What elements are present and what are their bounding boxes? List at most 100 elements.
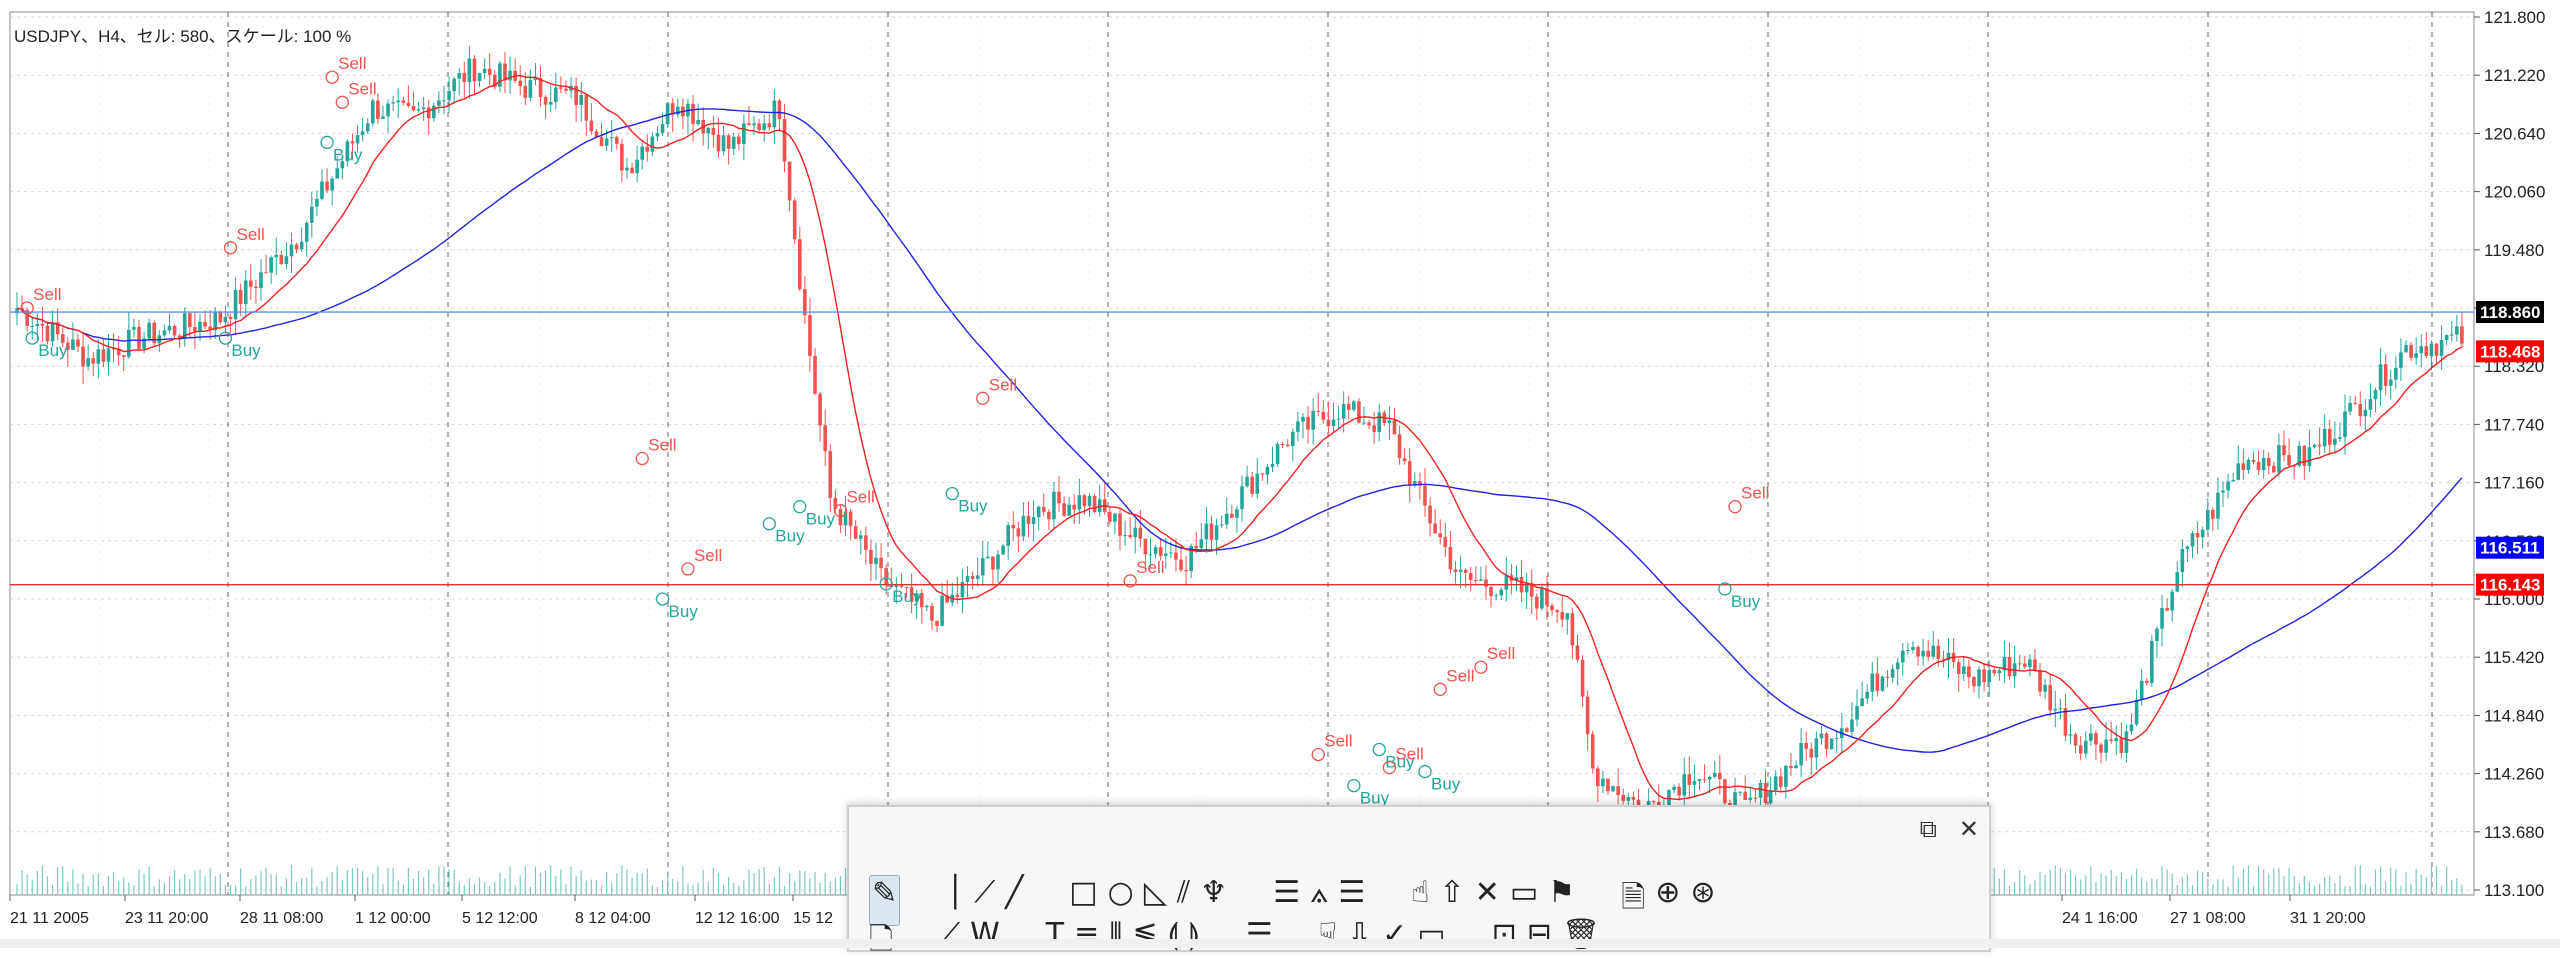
candle-body: [991, 556, 995, 570]
toolbar-tool-icon[interactable]: ⟭: [1188, 917, 1200, 952]
candle-body: [147, 322, 151, 339]
toolbar-tool-icon[interactable]: ♆: [1200, 875, 1228, 910]
toolbar-tool-icon[interactable]: 🗎: [1621, 880, 1646, 915]
candle-body: [1850, 719, 1854, 732]
dock-icon[interactable]: ⧉: [1919, 815, 1937, 843]
toolbar-tool-icon[interactable]: ⫽: [1176, 875, 1191, 910]
toolbar-tool-icon[interactable]: ⟑: [1310, 875, 1329, 910]
candle-body: [310, 206, 314, 223]
chart-canvas[interactable]: 121.800121.220120.640120.060119.480118.9…: [0, 0, 2560, 948]
candle-body: [2058, 708, 2063, 710]
candle-body: [1260, 473, 1265, 475]
candle-body: [843, 511, 848, 526]
candle-body: [1082, 495, 1087, 507]
candle-body: [1428, 505, 1432, 524]
candle-body: [1931, 645, 1936, 657]
toolbar-tool-icon[interactable]: ⊛: [1690, 875, 1716, 910]
candle-body: [1596, 768, 1600, 787]
candle-body: [2099, 744, 2103, 753]
candle-body: [81, 346, 85, 367]
signal-label: Buy: [892, 587, 922, 606]
candle-body: [2348, 403, 2352, 412]
candle-body: [1077, 495, 1082, 510]
candle-body: [320, 181, 324, 199]
toolbar-controls: ⧉ ✕: [1920, 815, 1979, 843]
signal-label: Sell: [1324, 732, 1352, 751]
candle-body: [2241, 463, 2246, 470]
chart-area[interactable]: 121.800121.220120.640120.060119.480118.9…: [0, 0, 2560, 948]
x-tick-label: 28 11 08:00: [240, 910, 323, 927]
candle-body: [2048, 684, 2052, 711]
indicator-label: 116.511: [2480, 539, 2540, 558]
candle-body: [1453, 569, 1458, 572]
candle-body: [203, 321, 207, 327]
toolbar-tool-icon[interactable]: ☰: [1338, 875, 1366, 910]
signal-marker: [879, 577, 893, 591]
candle-body: [416, 109, 421, 111]
candle-body: [1895, 662, 1900, 670]
toolbar-tool-icon[interactable]: ☰: [1273, 875, 1301, 910]
candle-body: [1906, 650, 1910, 652]
toolbar-tool-icon[interactable]: ⊕: [1655, 875, 1681, 910]
candle-body: [106, 348, 111, 362]
toolbar-tool-icon[interactable]: ⚑: [1548, 875, 1576, 910]
candle-body: [574, 85, 578, 105]
toolbar-tool-icon[interactable]: ✎: [869, 875, 901, 926]
candle-body: [1016, 528, 1021, 537]
candle-body: [1189, 546, 1193, 572]
candle-body: [2358, 404, 2363, 417]
candle-body: [1611, 786, 1615, 792]
candle-body: [2444, 335, 2449, 340]
candle-body: [914, 593, 919, 602]
candle-body: [935, 620, 939, 626]
toolbar-tool-icon[interactable]: □: [1069, 875, 1098, 910]
candle-body: [35, 323, 40, 326]
candle-body: [360, 131, 365, 136]
signal-label: Buy: [1385, 753, 1415, 772]
candle-body: [218, 311, 223, 323]
toolbar-tool-icon[interactable]: ⇧: [1439, 875, 1465, 910]
candle-body: [2139, 680, 2144, 700]
candle-body: [2312, 444, 2317, 448]
toolbar-tool-icon[interactable]: ☝: [1411, 875, 1430, 910]
candle-body: [828, 451, 833, 498]
candle-body: [1270, 464, 1275, 467]
candle-body: [864, 535, 868, 550]
toolbar-tool-icon[interactable]: │: [946, 875, 965, 910]
toolbar-tool-icon[interactable]: ⟬: [1167, 917, 1179, 952]
candle-body: [645, 146, 650, 152]
candle-body: [1753, 797, 1758, 799]
signal-label: Sell: [989, 375, 1017, 394]
candle-body: [1575, 645, 1580, 660]
toolbar-tool-icon[interactable]: ╱: [1005, 875, 1024, 910]
candle-body: [1153, 547, 1158, 555]
drawing-toolbar[interactable]: ⧉ ✕ ✎│⟋╱□○◺⫽♆☰⟑☰☝⇧✕▭⚑🗎⊕⊛ 🗋⟋WT≡⦀≶⟬⟭☰☟⇩✓▭⊡…: [847, 805, 1991, 957]
signal-marker: [1347, 778, 1361, 793]
candle-body: [1529, 582, 1534, 597]
close-icon[interactable]: ✕: [1958, 815, 1979, 843]
candle-body: [2083, 740, 2088, 754]
candle-body: [91, 358, 96, 364]
x-tick-label: 23 11 20:00: [125, 910, 208, 927]
signal-marker: [25, 331, 39, 345]
candle-body: [869, 549, 873, 565]
candle-body: [1301, 416, 1305, 422]
toolbar-tool-icon[interactable]: ◺: [1143, 875, 1167, 910]
candle-body: [1570, 613, 1575, 646]
toolbar-tool-icon[interactable]: ⟋: [974, 875, 996, 910]
candle-body: [1865, 691, 1870, 699]
candle-body: [86, 358, 90, 367]
candle-body: [1956, 662, 1961, 675]
candle-body: [1900, 650, 1905, 663]
toolbar-tool-icon[interactable]: ✕: [1474, 875, 1500, 910]
candle-body: [1621, 795, 1626, 801]
toolbar-tool-icon[interactable]: ○: [1107, 875, 1134, 910]
candle-body: [1331, 419, 1336, 426]
candle-body: [1194, 546, 1199, 549]
toolbar-tool-icon[interactable]: ▭: [1509, 875, 1539, 910]
candle-body: [371, 100, 375, 124]
signal-marker: [218, 331, 233, 345]
signal-marker: [945, 486, 959, 501]
candle-body: [1067, 504, 1071, 516]
candle-body: [442, 100, 446, 102]
